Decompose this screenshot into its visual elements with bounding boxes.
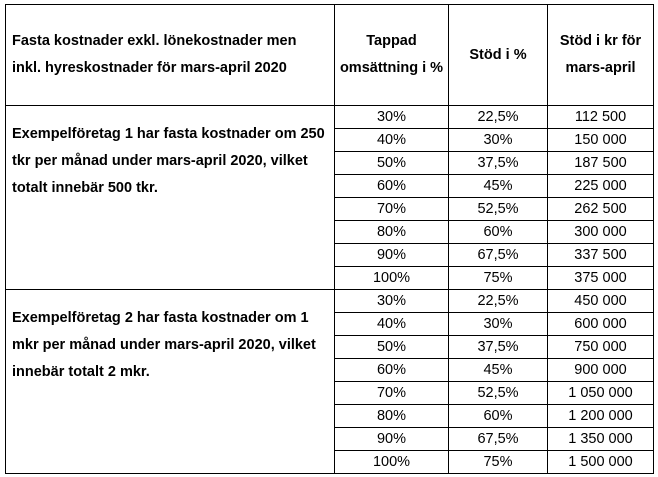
- header-row: Fasta kostnader exkl. lönekostnader men …: [5, 4, 654, 106]
- support-percent-cell: 75%: [448, 450, 548, 474]
- lost-turnover-cell: 90%: [334, 427, 449, 451]
- lost-turnover-cell: 50%: [334, 151, 449, 175]
- support-percent-cell: 60%: [448, 404, 548, 428]
- lost-turnover-cell: 100%: [334, 266, 449, 290]
- support-percent-cell: 45%: [448, 174, 548, 198]
- support-percent-cell: 30%: [448, 312, 548, 336]
- support-kr-cell: 1 350 000: [547, 427, 654, 451]
- lost-turnover-cell: 40%: [334, 312, 449, 336]
- table-row: 40% 30% 600 000: [6, 312, 654, 336]
- support-percent-cell: 22,5%: [448, 105, 548, 129]
- lost-turnover-cell: 50%: [334, 335, 449, 359]
- table-row: 60% 45% 900 000: [6, 358, 654, 382]
- support-kr-cell: 1 200 000: [547, 404, 654, 428]
- table-row: 50% 37,5% 750 000: [6, 335, 654, 359]
- support-kr-cell: 750 000: [547, 335, 654, 359]
- lost-turnover-cell: 30%: [334, 289, 449, 313]
- lost-turnover-cell: 80%: [334, 404, 449, 428]
- support-percent-cell: 60%: [448, 220, 548, 244]
- table-row: 70% 52,5% 262 500: [6, 197, 654, 221]
- support-kr-cell: 450 000: [547, 289, 654, 313]
- table-row: 60% 45% 225 000: [6, 174, 654, 198]
- support-percent-cell: 37,5%: [448, 335, 548, 359]
- support-percent-cell: 52,5%: [448, 381, 548, 405]
- lost-turnover-cell: 40%: [334, 128, 449, 152]
- support-kr-cell: 600 000: [547, 312, 654, 336]
- lost-turnover-cell: 100%: [334, 450, 449, 474]
- lost-turnover-cell: 90%: [334, 243, 449, 267]
- support-kr-cell: 1 500 000: [547, 450, 654, 474]
- table-body: Exempelföretag 1 har fasta kostnader om …: [5, 105, 654, 474]
- support-table: Fasta kostnader exkl. lönekostnader men …: [5, 4, 654, 474]
- table-row: 40% 30% 150 000: [6, 128, 654, 152]
- support-kr-cell: 900 000: [547, 358, 654, 382]
- example-company-1-description: Exempelföretag 1 har fasta kostnader om …: [5, 105, 335, 290]
- table-row: 90% 67,5% 337 500: [6, 243, 654, 267]
- support-percent-cell: 67,5%: [448, 427, 548, 451]
- lost-turnover-cell: 60%: [334, 174, 449, 198]
- support-kr-cell: 1 050 000: [547, 381, 654, 405]
- header-lost-turnover: Tappad omsättning i %: [334, 4, 449, 106]
- support-percent-cell: 22,5%: [448, 289, 548, 313]
- lost-turnover-cell: 70%: [334, 197, 449, 221]
- table-row: 80% 60% 300 000: [6, 220, 654, 244]
- support-kr-cell: 112 500: [547, 105, 654, 129]
- table-row: 100% 75% 375 000: [6, 266, 654, 290]
- support-percent-cell: 75%: [448, 266, 548, 290]
- example-company-2-description: Exempelföretag 2 har fasta kostnader om …: [5, 289, 335, 474]
- support-kr-cell: 225 000: [547, 174, 654, 198]
- table-row: 50% 37,5% 187 500: [6, 151, 654, 175]
- support-percent-cell: 67,5%: [448, 243, 548, 267]
- support-percent-cell: 30%: [448, 128, 548, 152]
- support-kr-cell: 375 000: [547, 266, 654, 290]
- header-support-percent: Stöd i %: [448, 4, 548, 106]
- header-fixed-costs: Fasta kostnader exkl. lönekostnader men …: [5, 4, 335, 106]
- table-row: 100% 75% 1 500 000: [6, 450, 654, 474]
- support-kr-cell: 262 500: [547, 197, 654, 221]
- support-percent-cell: 52,5%: [448, 197, 548, 221]
- table-row: Exempelföretag 2 har fasta kostnader om …: [5, 289, 654, 474]
- lost-turnover-cell: 60%: [334, 358, 449, 382]
- header-support-kr: Stöd i kr för mars-april: [547, 4, 654, 106]
- support-kr-cell: 300 000: [547, 220, 654, 244]
- support-kr-cell: 150 000: [547, 128, 654, 152]
- table-row: 70% 52,5% 1 050 000: [6, 381, 654, 405]
- support-percent-cell: 45%: [448, 358, 548, 382]
- lost-turnover-cell: 80%: [334, 220, 449, 244]
- support-percent-cell: 37,5%: [448, 151, 548, 175]
- lost-turnover-cell: 30%: [334, 105, 449, 129]
- support-kr-cell: 187 500: [547, 151, 654, 175]
- table-row: Exempelföretag 1 har fasta kostnader om …: [5, 105, 654, 290]
- lost-turnover-cell: 70%: [334, 381, 449, 405]
- support-kr-cell: 337 500: [547, 243, 654, 267]
